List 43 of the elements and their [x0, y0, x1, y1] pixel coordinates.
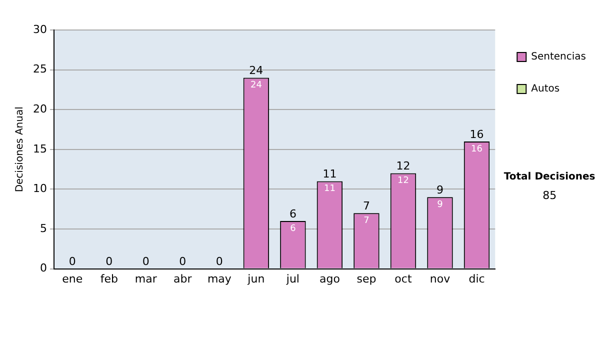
total-label: 0: [106, 255, 113, 268]
y-axis-title: Decisiones Anual: [14, 106, 26, 192]
total-label: 12: [396, 160, 410, 173]
total-label: 16: [470, 128, 484, 141]
x-tick-label: may: [207, 272, 232, 286]
text: 85: [542, 188, 557, 202]
y-tick-label: 15: [32, 142, 47, 156]
y-tick-label: 30: [32, 22, 47, 36]
x-tick-label: mar: [134, 272, 158, 286]
y-tick-label: 5: [40, 222, 47, 235]
x-tick-label: nov: [430, 272, 451, 286]
data-label: 6: [290, 224, 296, 234]
x-tick-label: ago: [319, 272, 340, 286]
text: Total Decisiones: [504, 172, 596, 183]
data-label: 24: [250, 80, 262, 91]
total-label: 0: [216, 255, 223, 268]
y-tick-label: 20: [32, 102, 47, 116]
total-label: 0: [68, 255, 76, 268]
x-tick-label: sep: [356, 272, 376, 286]
total-label: 6: [289, 207, 296, 220]
total-label: 24: [249, 64, 264, 78]
x-tick-label: jul: [285, 272, 300, 286]
y-tick-label: 0: [40, 262, 47, 275]
x-tick-label: abr: [174, 272, 192, 286]
data-label: 16: [471, 144, 483, 154]
total-label: 7: [362, 199, 370, 212]
legend-label: Autos: [531, 84, 560, 95]
total-label: 11: [322, 168, 337, 181]
data-label: 9: [437, 200, 444, 210]
y-tick-label: 10: [32, 182, 47, 196]
x-tick-label: feb: [100, 272, 118, 286]
x-tick-label: ene: [62, 272, 83, 286]
total-label: 9: [436, 184, 444, 197]
y-tick-label: 25: [32, 62, 47, 76]
data-label: 12: [398, 176, 409, 186]
total-label: 0: [179, 255, 186, 268]
total-label: 0: [142, 255, 150, 268]
data-label: 11: [324, 184, 336, 194]
data-label: 7: [364, 216, 370, 226]
legend-label: Sentencias: [531, 52, 586, 63]
x-tick-label: jun: [246, 272, 265, 286]
x-tick-label: dic: [468, 272, 485, 286]
x-tick-label: oct: [394, 272, 412, 286]
